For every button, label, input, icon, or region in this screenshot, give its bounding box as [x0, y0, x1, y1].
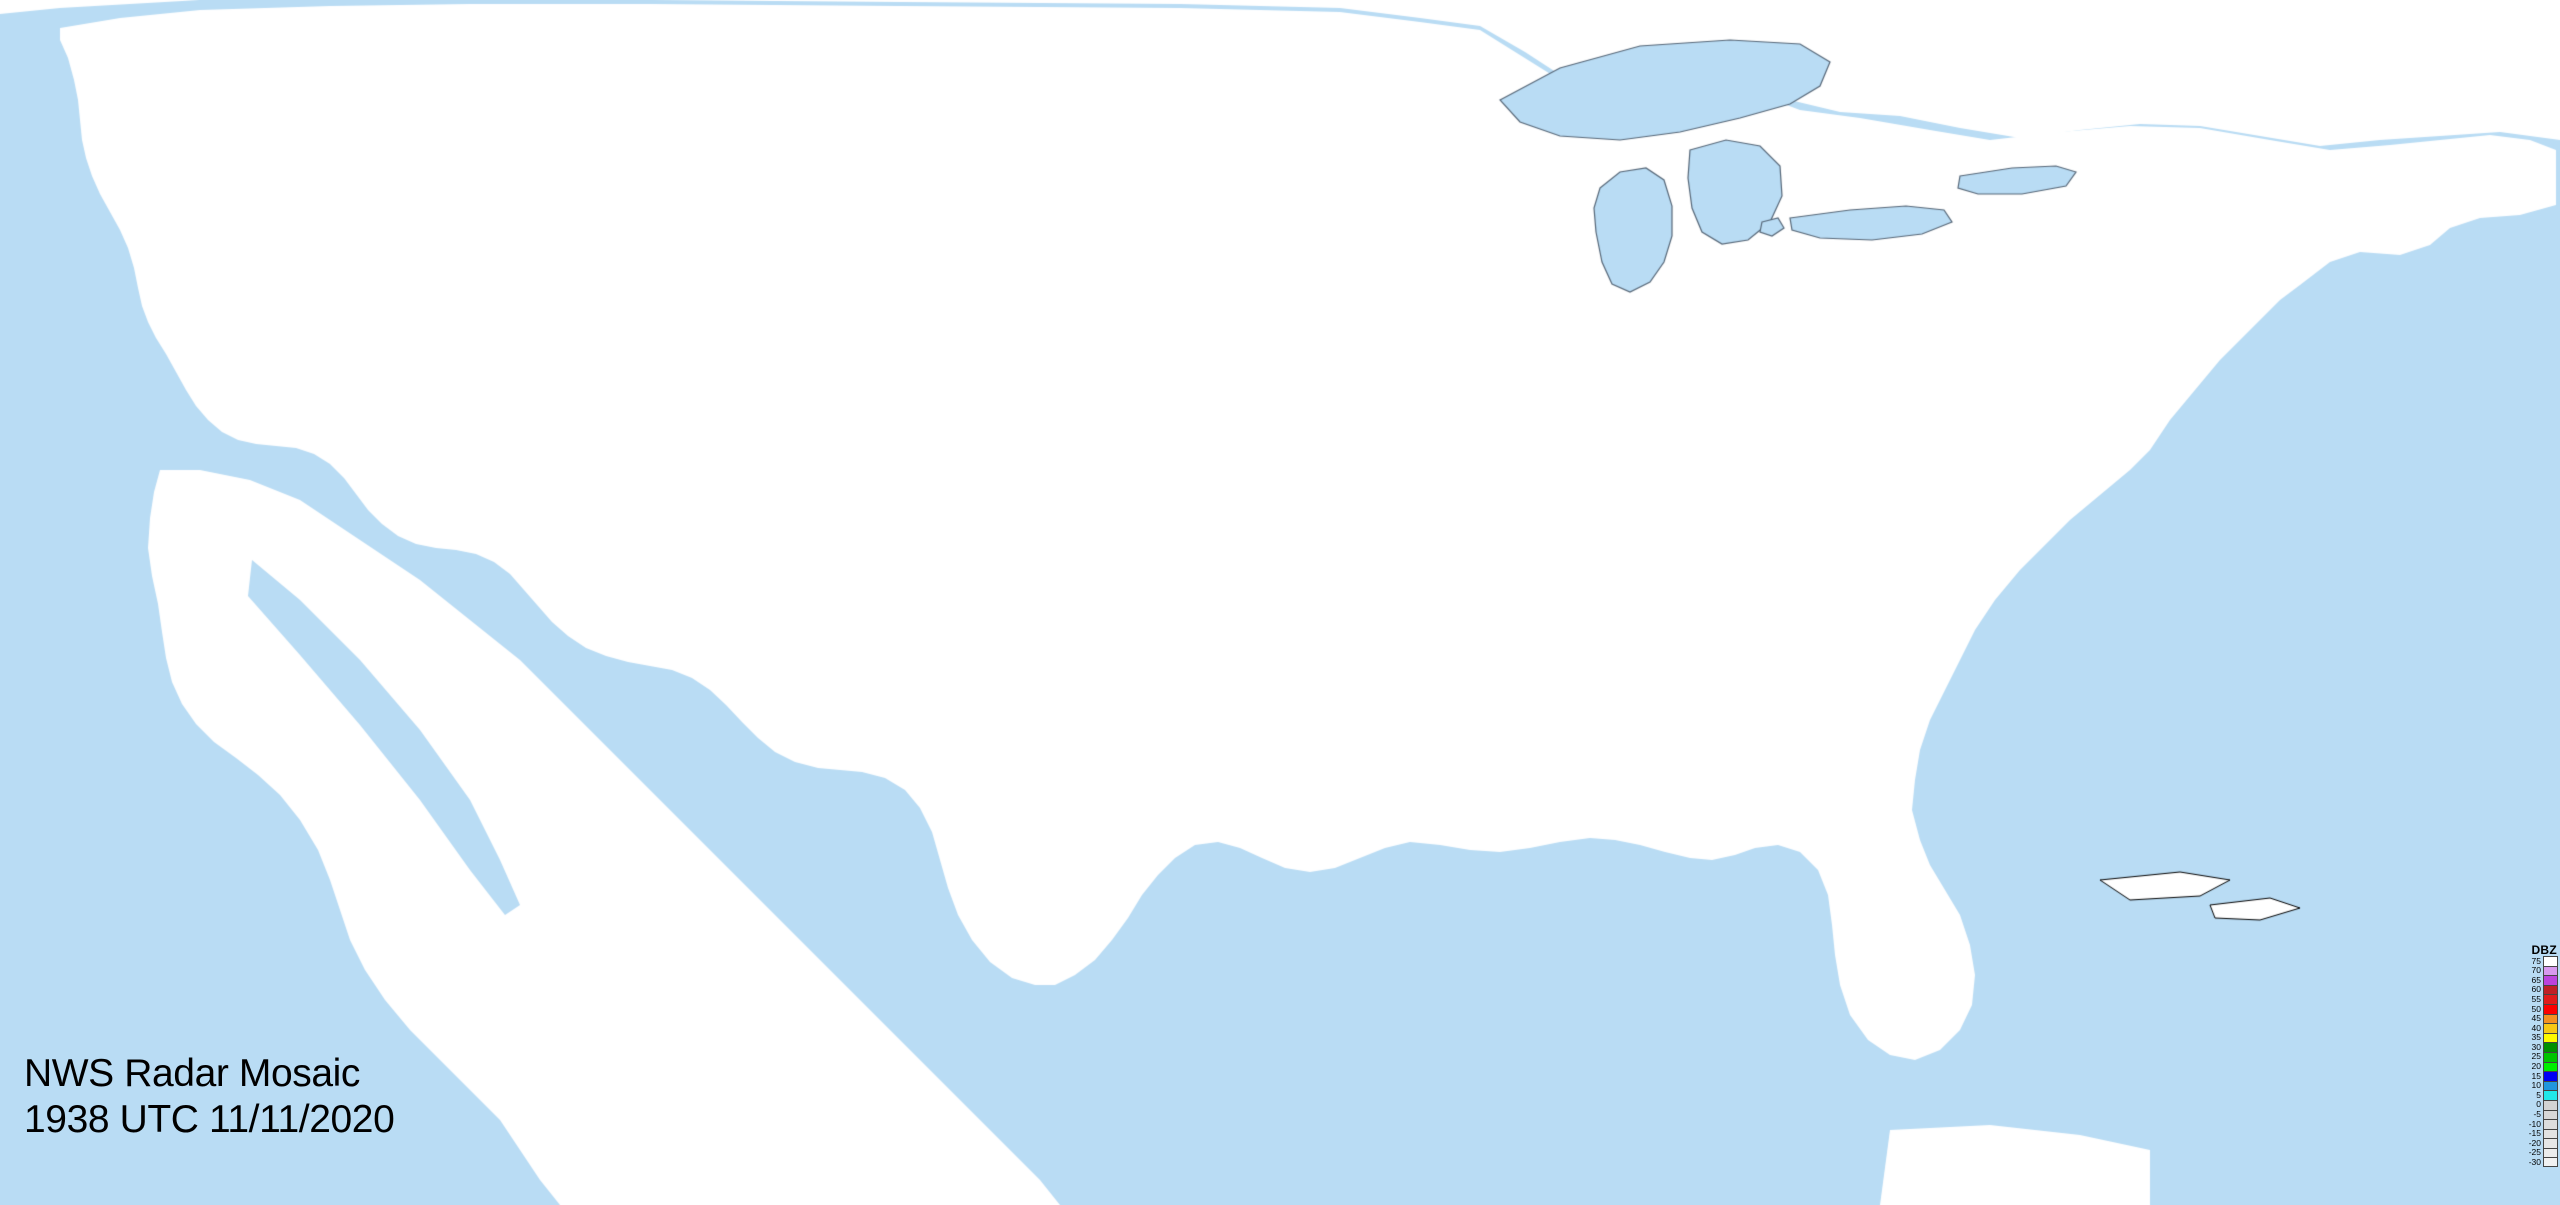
legend-tick-label: 20	[2531, 1061, 2541, 1072]
legend-color-swatch	[2543, 1109, 2558, 1120]
legend-row: 55	[2512, 994, 2558, 1004]
legend-tick-label: 25	[2531, 1051, 2541, 1062]
legend-row: 65	[2512, 975, 2558, 985]
legend-row: -25	[2512, 1147, 2558, 1158]
legend-row-list: 75 70 65 60 55 50 45 40 35 30 25 20 15 10 5 0 -5 -10 -15 -2…	[2512, 956, 2558, 1168]
legend-color-swatch	[2543, 1119, 2558, 1129]
legend-tick-label: 15	[2531, 1070, 2541, 1081]
legend-row: 25	[2512, 1051, 2558, 1062]
legend-row: 75	[2512, 956, 2558, 966]
legend-row: 20	[2512, 1061, 2558, 1072]
legend-color-swatch	[2543, 994, 2558, 1004]
legend-row: -30	[2512, 1157, 2558, 1168]
legend-tick-label: 30	[2531, 1041, 2541, 1052]
legend-row: 70	[2512, 965, 2558, 976]
legend-tick-label: 45	[2531, 1013, 2541, 1024]
legend-color-swatch	[2543, 1051, 2558, 1062]
legend-tick-label: -30	[2528, 1157, 2541, 1168]
legend-tick-label: 10	[2531, 1080, 2541, 1091]
product-title: NWS Radar Mosaic	[24, 1052, 361, 1095]
legend-unit-label: DBZ	[2531, 943, 2557, 957]
legend-row: 45	[2512, 1013, 2558, 1024]
legend-color-swatch	[2543, 1090, 2558, 1100]
legend-tick-label: 50	[2531, 1003, 2541, 1014]
legend-tick-label: -15	[2528, 1128, 2541, 1139]
legend-color-swatch	[2543, 1147, 2558, 1158]
legend-color-swatch	[2543, 975, 2558, 985]
legend-color-swatch	[2543, 956, 2558, 966]
legend-color-swatch	[2543, 1042, 2558, 1052]
legend-color-swatch	[2543, 1013, 2558, 1024]
legend-color-swatch	[2543, 1032, 2558, 1043]
legend-row: 40	[2512, 1023, 2558, 1033]
product-title-block: NWS Radar Mosaic 1938 UTC 11/11/2020	[24, 1051, 395, 1143]
legend-row: 50	[2512, 1003, 2558, 1014]
legend-color-swatch	[2543, 1071, 2558, 1081]
dbz-color-legend: DBZ 75 70 65 60 55 50 45 40 35 30 25 20 15 10 5 0 -5 -10-…	[2512, 943, 2558, 1168]
legend-color-swatch	[2543, 1128, 2558, 1139]
product-timestamp: 1938 UTC 11/11/2020	[24, 1098, 395, 1142]
legend-tick-label: 0	[2536, 1099, 2541, 1110]
legend-tick-label: 65	[2531, 974, 2541, 985]
legend-color-swatch	[2543, 984, 2558, 995]
legend-row: 15	[2512, 1071, 2558, 1081]
legend-row: 10	[2512, 1080, 2558, 1091]
legend-color-swatch	[2543, 1023, 2558, 1033]
legend-tick-label: -20	[2528, 1137, 2541, 1148]
legend-row: 60	[2512, 984, 2558, 995]
legend-row: -5	[2512, 1109, 2558, 1120]
legend-row: -15	[2512, 1128, 2558, 1139]
legend-tick-label: -25	[2528, 1147, 2541, 1158]
legend-tick-label: 40	[2531, 1022, 2541, 1033]
legend-row: 5	[2512, 1090, 2558, 1100]
legend-tick-label: -5	[2533, 1109, 2541, 1120]
legend-color-swatch	[2543, 1061, 2558, 1072]
legend-color-swatch	[2543, 1099, 2558, 1110]
legend-tick-label: 5	[2536, 1089, 2541, 1100]
legend-tick-label: 75	[2531, 955, 2541, 966]
legend-row: 0	[2512, 1099, 2558, 1110]
legend-color-swatch	[2543, 1003, 2558, 1014]
legend-color-swatch	[2543, 1157, 2558, 1168]
legend-color-swatch	[2543, 1080, 2558, 1091]
legend-tick-label: 60	[2531, 984, 2541, 995]
legend-tick-label: 55	[2531, 993, 2541, 1004]
legend-tick-label: 35	[2531, 1032, 2541, 1043]
legend-row: 35	[2512, 1032, 2558, 1043]
legend-row: -20	[2512, 1138, 2558, 1148]
legend-color-swatch	[2543, 965, 2558, 976]
legend-tick-label: -10	[2528, 1118, 2541, 1129]
legend-color-swatch	[2543, 1138, 2558, 1148]
legend-row: 30	[2512, 1042, 2558, 1052]
legend-row: -10	[2512, 1119, 2558, 1129]
legend-tick-label: 70	[2531, 965, 2541, 976]
